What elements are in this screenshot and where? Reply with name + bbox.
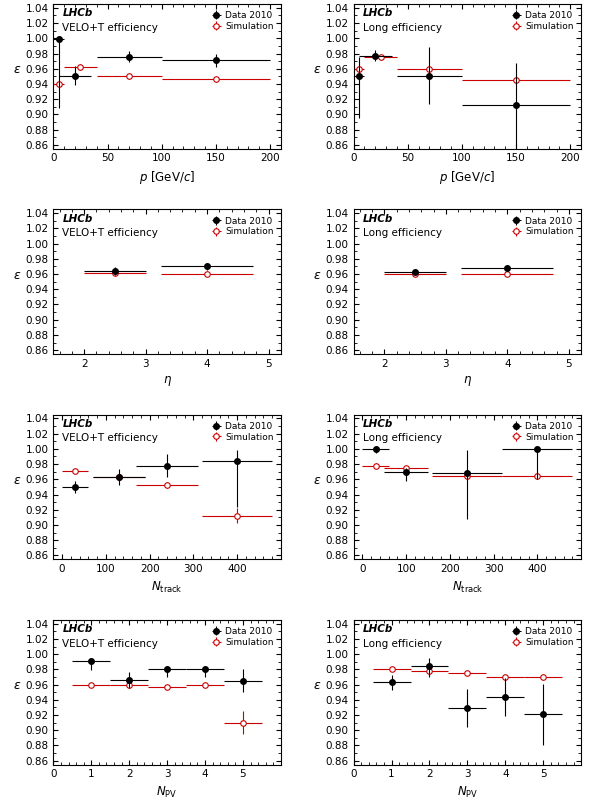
Legend: Data 2010, Simulation: Data 2010, Simulation <box>208 419 276 444</box>
Text: LHCb: LHCb <box>363 419 393 429</box>
Y-axis label: $\varepsilon$: $\varepsilon$ <box>13 680 21 693</box>
X-axis label: $\eta$: $\eta$ <box>463 375 472 388</box>
Y-axis label: $\varepsilon$: $\varepsilon$ <box>313 63 321 76</box>
Text: LHCb: LHCb <box>62 625 93 634</box>
Text: LHCb: LHCb <box>62 214 93 223</box>
Text: Long efficiency: Long efficiency <box>363 434 442 443</box>
Legend: Data 2010, Simulation: Data 2010, Simulation <box>508 214 576 239</box>
X-axis label: $N_\mathrm{track}$: $N_\mathrm{track}$ <box>151 579 183 595</box>
X-axis label: $p$ [GeV/$c$]: $p$ [GeV/$c$] <box>139 169 195 186</box>
X-axis label: $N_\mathrm{track}$: $N_\mathrm{track}$ <box>451 579 483 595</box>
Y-axis label: $\varepsilon$: $\varepsilon$ <box>313 474 321 487</box>
Text: VELO+T efficiency: VELO+T efficiency <box>62 228 158 238</box>
Legend: Data 2010, Simulation: Data 2010, Simulation <box>508 625 576 650</box>
Text: LHCb: LHCb <box>62 419 93 429</box>
Legend: Data 2010, Simulation: Data 2010, Simulation <box>508 419 576 444</box>
Legend: Data 2010, Simulation: Data 2010, Simulation <box>508 9 576 34</box>
Text: VELO+T efficiency: VELO+T efficiency <box>62 434 158 443</box>
X-axis label: $p$ [GeV/$c$]: $p$ [GeV/$c$] <box>439 169 496 186</box>
Text: LHCb: LHCb <box>363 8 393 19</box>
X-axis label: $N_\mathrm{PV}$: $N_\mathrm{PV}$ <box>157 785 178 800</box>
Text: LHCb: LHCb <box>363 214 393 223</box>
X-axis label: $\eta$: $\eta$ <box>162 375 171 388</box>
Legend: Data 2010, Simulation: Data 2010, Simulation <box>208 214 276 239</box>
Text: Long efficiency: Long efficiency <box>363 639 442 649</box>
Y-axis label: $\varepsilon$: $\varepsilon$ <box>13 269 21 282</box>
Y-axis label: $\varepsilon$: $\varepsilon$ <box>13 474 21 487</box>
Legend: Data 2010, Simulation: Data 2010, Simulation <box>208 625 276 650</box>
Text: VELO+T efficiency: VELO+T efficiency <box>62 639 158 649</box>
Text: Long efficiency: Long efficiency <box>363 23 442 33</box>
Y-axis label: $\varepsilon$: $\varepsilon$ <box>313 680 321 693</box>
Text: LHCb: LHCb <box>62 8 93 19</box>
Text: VELO+T efficiency: VELO+T efficiency <box>62 23 158 33</box>
Y-axis label: $\varepsilon$: $\varepsilon$ <box>13 63 21 76</box>
Text: LHCb: LHCb <box>363 625 393 634</box>
Legend: Data 2010, Simulation: Data 2010, Simulation <box>208 9 276 34</box>
X-axis label: $N_\mathrm{PV}$: $N_\mathrm{PV}$ <box>457 785 478 800</box>
Y-axis label: $\varepsilon$: $\varepsilon$ <box>313 269 321 282</box>
Text: Long efficiency: Long efficiency <box>363 228 442 238</box>
